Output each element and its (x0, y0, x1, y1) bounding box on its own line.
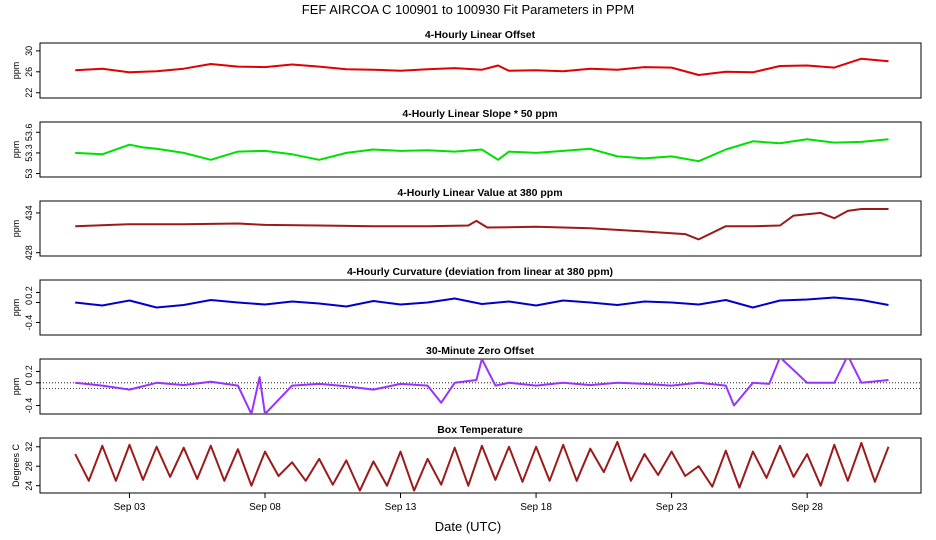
y-tick-label: 0.2 (24, 286, 34, 299)
series-line (75, 208, 889, 241)
panel-title: 4-Hourly Linear Slope * 50 ppm (402, 108, 557, 120)
panel-title: 30-Minute Zero Offset (426, 345, 534, 357)
series-line (75, 359, 889, 414)
y-tick-label: 0.2 (24, 365, 34, 378)
panels: 4-Hourly Linear Offsetppm2226304-Hourly … (11, 29, 922, 494)
y-tick-label: 28 (24, 461, 34, 471)
x-tick-label: Sep 03 (114, 502, 146, 513)
panel-title: 4-Hourly Linear Offset (425, 29, 536, 41)
y-axis-label: ppm (11, 62, 21, 80)
y-tick-label: 53 (24, 169, 34, 179)
y-tick-label: 434 (24, 205, 34, 220)
x-axis: Sep 03 Sep 08 Sep 13 Sep 18 Sep 23 Sep 28 (114, 493, 823, 513)
y-axis-label: ppm (11, 299, 21, 317)
y-tick-label: 24 (24, 481, 34, 491)
y-tick-label: 53.3 (24, 144, 34, 162)
y-tick-label: -0.4 (24, 398, 34, 414)
panel-4: 4-Hourly Curvature (deviation from linea… (11, 266, 922, 336)
y-tick-label: 428 (24, 245, 34, 260)
panel-6: Box Temperature Degrees C 24 28 32 (11, 424, 922, 494)
y-tick-label: 22 (24, 88, 34, 98)
plot-frame (39, 121, 922, 178)
plot-frame (39, 200, 922, 257)
x-axis-label: Date (UTC) (435, 519, 501, 534)
x-tick-label: Sep 18 (520, 502, 552, 513)
y-tick-label: -0.4 (24, 315, 34, 331)
x-tick-label: Sep 13 (385, 502, 417, 513)
figure-title: FEF AIRCOA C 100901 to 100930 Fit Parame… (302, 2, 634, 17)
plot-frame (39, 279, 922, 336)
panel-title: 4-Hourly Curvature (deviation from linea… (347, 266, 613, 278)
y-axis-label: ppm (11, 141, 21, 159)
series-line (75, 296, 889, 309)
y-tick-label: 0 (24, 380, 34, 385)
x-tick-label: Sep 23 (656, 502, 688, 513)
y-axis-label: Degrees C (11, 443, 21, 487)
y-tick-label: 0 (24, 300, 34, 305)
panel-title: 4-Hourly Linear Value at 380 ppm (397, 187, 562, 199)
y-axis-label: ppm (11, 378, 21, 396)
x-tick-label: Sep 08 (249, 502, 281, 513)
panel-5: 30-Minute Zero Offset ppm-0.4 0 0.2 (11, 345, 922, 415)
series-line (75, 138, 889, 163)
plot-frame (39, 358, 922, 415)
series-line (74, 440, 890, 492)
y-tick-label: 26 (24, 67, 34, 77)
plot-frame (39, 42, 922, 99)
plot-frame (39, 437, 922, 494)
series-line (75, 57, 889, 76)
y-tick-label: 53.6 (24, 124, 34, 142)
x-tick-label: Sep 28 (791, 502, 823, 513)
y-tick-label: 30 (24, 46, 34, 56)
panel-title: Box Temperature (437, 424, 523, 436)
y-axis-label: ppm (11, 220, 21, 238)
y-tick-label: 32 (24, 442, 34, 452)
